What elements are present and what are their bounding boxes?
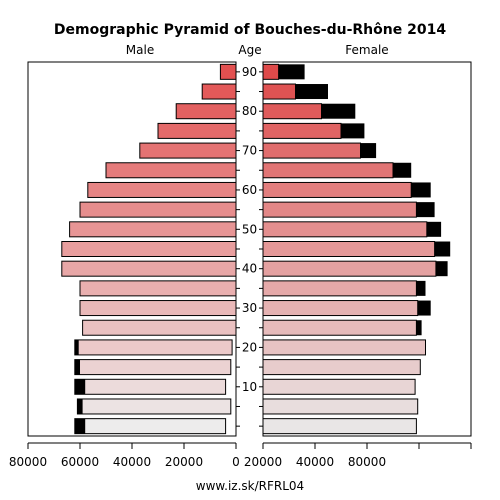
male-bar-90+ xyxy=(219,63,237,80)
female-bar-90+ xyxy=(262,63,280,80)
female-foreign-bar-80-84 xyxy=(321,103,356,119)
female-value-tick-label: 80000 xyxy=(348,455,386,469)
female-foreign-bar-40-44 xyxy=(435,261,448,277)
male-bar-10-14 xyxy=(74,378,227,395)
female-foreign-bar-30-34 xyxy=(417,300,431,316)
male-bar-25-29 xyxy=(82,319,237,336)
female-value-tick-label: 20000 xyxy=(244,455,282,469)
female-foreign-bar-85-89 xyxy=(295,84,328,100)
female-bar-10-14 xyxy=(262,378,416,395)
female-bar-75-79 xyxy=(262,122,342,139)
male-bar-75-79 xyxy=(157,122,237,139)
female-bar-30-34 xyxy=(262,300,419,317)
male-bar-35-39 xyxy=(79,280,237,297)
female-foreign-bar-60-64 xyxy=(411,182,431,198)
male-bar-55-59 xyxy=(79,201,237,218)
age-tick-label: 20 xyxy=(242,340,257,354)
male-bar-80-84 xyxy=(175,103,237,120)
male-header: Male xyxy=(126,43,154,57)
female-bar-0-4 xyxy=(262,418,417,435)
male-value-tick-label: 60000 xyxy=(61,455,99,469)
age-tick-label: 60 xyxy=(242,183,257,197)
female-bar-80-84 xyxy=(262,103,322,120)
female-foreign-bar-25-29 xyxy=(416,320,422,336)
male-value-tick-label: 0 xyxy=(232,455,240,469)
female-bar-20-24 xyxy=(262,339,426,356)
male-bar-40-44 xyxy=(61,260,237,277)
female-foreign-bar-55-59 xyxy=(416,202,435,218)
female-bar-5-9 xyxy=(262,398,419,415)
female-foreign-bar-90+ xyxy=(278,64,305,80)
age-tick-label: 90 xyxy=(242,65,257,79)
male-bar-5-9 xyxy=(76,398,232,415)
age-tick-label: 30 xyxy=(242,301,257,315)
female-foreign-bar-70-74 xyxy=(360,143,377,159)
male-bar-0-4 xyxy=(74,418,227,435)
female-bar-65-69 xyxy=(262,162,394,179)
age-tick-label: 70 xyxy=(242,144,257,158)
age-tick-label: 40 xyxy=(242,262,257,276)
male-bar-50-54 xyxy=(69,221,237,238)
female-header: Female xyxy=(345,43,388,57)
female-bar-50-54 xyxy=(262,221,428,238)
male-bar-65-69 xyxy=(105,162,237,179)
male-foreign-bar-10-14 xyxy=(74,379,86,395)
female-bar-55-59 xyxy=(262,201,417,218)
male-bar-45-49 xyxy=(61,241,237,257)
female-foreign-bar-35-39 xyxy=(416,280,426,296)
male-foreign-bar-15-19 xyxy=(74,359,80,375)
female-bar-35-39 xyxy=(262,280,417,297)
age-tick-label: 80 xyxy=(242,104,257,118)
male-bar-20-24 xyxy=(74,339,233,356)
male-bar-85-89 xyxy=(201,83,237,100)
source-footer: www.iz.sk/RFRL04 xyxy=(196,479,304,493)
female-bar-45-49 xyxy=(262,241,436,257)
female-value-tick-label: 40000 xyxy=(296,455,334,469)
female-bar-60-64 xyxy=(262,181,412,198)
female-bar-85-89 xyxy=(262,83,296,100)
male-bar-60-64 xyxy=(87,181,237,198)
female-bar-40-44 xyxy=(262,260,437,277)
male-foreign-bar-5-9 xyxy=(77,398,83,414)
male-value-tick-label: 80000 xyxy=(9,455,47,469)
female-foreign-bar-75-79 xyxy=(341,123,365,139)
female-bar-15-19 xyxy=(262,359,421,376)
female-foreign-bar-50-54 xyxy=(426,221,442,237)
age-tick-label: 10 xyxy=(242,380,257,394)
male-bar-15-19 xyxy=(74,359,232,376)
age-tick-label: 50 xyxy=(242,222,257,236)
male-value-tick-label: 20000 xyxy=(165,455,203,469)
female-bar-70-74 xyxy=(262,142,361,159)
female-bar-25-29 xyxy=(262,319,417,336)
male-foreign-bar-0-4 xyxy=(74,418,86,434)
female-foreign-bar-65-69 xyxy=(393,162,412,178)
male-foreign-bar-20-24 xyxy=(74,339,79,355)
male-bar-70-74 xyxy=(139,142,237,159)
age-header: Age xyxy=(238,43,261,57)
male-bar-30-34 xyxy=(79,300,237,317)
chart-title: Demographic Pyramid of Bouches-du-Rhône … xyxy=(54,22,446,38)
female-foreign-bar-45-49 xyxy=(434,241,451,257)
male-value-tick-label: 40000 xyxy=(113,455,151,469)
